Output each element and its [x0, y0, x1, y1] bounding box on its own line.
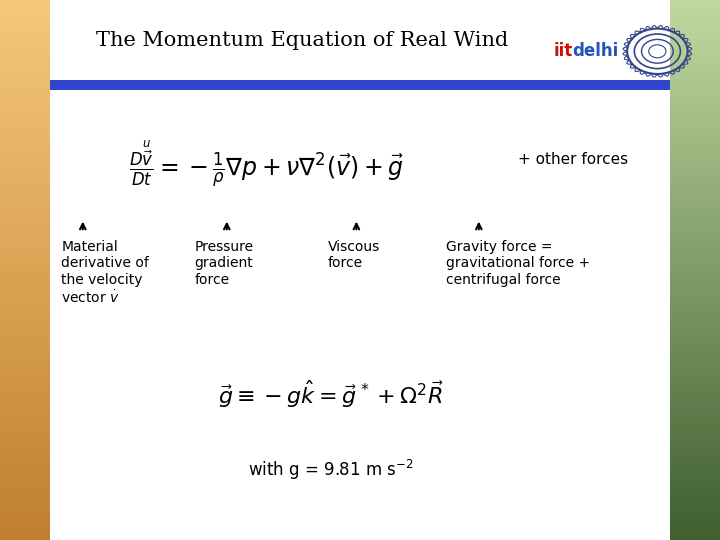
Text: + other forces: + other forces: [518, 152, 629, 167]
Bar: [50, 0, 670, 540]
Text: The Momentum Equation of Real Wind: The Momentum Equation of Real Wind: [96, 31, 508, 50]
Text: Gravity force =
gravitational force +
centrifugal force: Gravity force = gravitational force + ce…: [446, 240, 590, 287]
Bar: [50, 80, 670, 90]
Text: iit: iit: [553, 42, 572, 60]
Text: with g = 9.81 m s$^{-2}$: with g = 9.81 m s$^{-2}$: [248, 458, 414, 482]
Text: Viscous
force: Viscous force: [328, 240, 380, 271]
Text: Pressure
gradient
force: Pressure gradient force: [194, 240, 253, 287]
Text: delhi: delhi: [572, 42, 618, 60]
Text: Material
derivative of
the velocity
vector $\dot{v}$: Material derivative of the velocity vect…: [61, 240, 149, 306]
Text: $\vec{g} \equiv -g\hat{k} = \vec{g}^{\,*} + \Omega^2\vec{R}$: $\vec{g} \equiv -g\hat{k} = \vec{g}^{\,*…: [218, 379, 444, 410]
Text: $\frac{D\overset{u}{\vec{v}}}{Dt} = -\frac{1}{\rho}\nabla p + \nu\nabla^2(\vec{v: $\frac{D\overset{u}{\vec{v}}}{Dt} = -\fr…: [129, 139, 404, 190]
